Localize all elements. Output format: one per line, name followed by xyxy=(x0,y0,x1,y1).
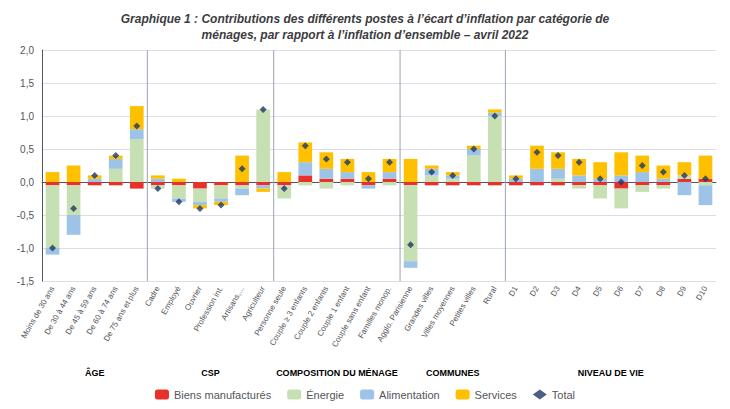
svg-text:Employé: Employé xyxy=(159,284,183,316)
svg-text:Villes moyennes: Villes moyennes xyxy=(420,285,457,340)
svg-text:D5: D5 xyxy=(591,284,604,298)
svg-text:Agriculteur: Agriculteur xyxy=(240,284,268,323)
svg-text:Alimentation: Alimentation xyxy=(379,389,440,401)
svg-text:Artisans,...: Artisans,... xyxy=(219,284,246,322)
svg-text:Petites villes: Petites villes xyxy=(448,285,478,328)
svg-text:Moins de 30 ans: Moins de 30 ans xyxy=(19,284,57,340)
svg-text:Personne seule: Personne seule xyxy=(252,284,289,338)
svg-text:Profession int.: Profession int. xyxy=(192,285,225,333)
svg-text:ménages, par rapport à l’infla: ménages, par rapport à l’inflation d’ens… xyxy=(202,28,529,42)
svg-text:Total: Total xyxy=(552,389,575,401)
svg-text:D10: D10 xyxy=(694,284,709,302)
svg-text:D1: D1 xyxy=(507,284,520,298)
svg-text:1,5: 1,5 xyxy=(20,78,34,89)
svg-text:De 75 ans et plus: De 75 ans et plus xyxy=(102,285,141,343)
svg-text:Services: Services xyxy=(475,389,518,401)
svg-text:CSP: CSP xyxy=(201,368,220,378)
svg-text:D3: D3 xyxy=(549,284,562,298)
svg-text:D6: D6 xyxy=(612,284,625,298)
svg-text:2,0: 2,0 xyxy=(20,45,34,56)
svg-text:NIVEAU DE VIE: NIVEAU DE VIE xyxy=(578,368,644,378)
svg-text:De 45 à 59 ans: De 45 à 59 ans xyxy=(63,284,99,337)
svg-text:0,0: 0,0 xyxy=(20,177,34,188)
svg-text:Ouvrier: Ouvrier xyxy=(183,284,204,311)
svg-text:D9: D9 xyxy=(675,284,688,298)
svg-text:-1,0: -1,0 xyxy=(17,243,35,254)
svg-text:De 30 à 44 ans: De 30 à 44 ans xyxy=(42,284,78,337)
svg-text:Grandes villes: Grandes villes xyxy=(402,284,436,334)
svg-text:D2: D2 xyxy=(528,284,541,298)
svg-text:Agglo. Parisienne: Agglo. Parisienne xyxy=(375,284,414,343)
svg-text:COMMUNES: COMMUNES xyxy=(426,368,480,378)
svg-text:-0,5: -0,5 xyxy=(17,210,35,221)
svg-text:Graphique 1 : Contributions de: Graphique 1 : Contributions des différen… xyxy=(121,12,610,26)
svg-text:Cadre: Cadre xyxy=(143,284,162,308)
svg-text:Énergie: Énergie xyxy=(306,389,344,401)
svg-text:D7: D7 xyxy=(633,284,646,298)
svg-text:De 60 à 74 ans: De 60 à 74 ans xyxy=(84,284,120,337)
svg-text:D8: D8 xyxy=(654,284,667,298)
svg-text:0,5: 0,5 xyxy=(20,144,34,155)
svg-text:Rural: Rural xyxy=(481,285,498,306)
svg-text:-1,5: -1,5 xyxy=(17,276,35,287)
svg-text:Biens manufacturés: Biens manufacturés xyxy=(174,389,272,401)
svg-text:D4: D4 xyxy=(570,284,583,298)
svg-text:Couple ≥ 3 enfants: Couple ≥ 3 enfants xyxy=(268,285,309,348)
svg-text:Couple 1 enfant: Couple 1 enfant xyxy=(315,284,352,339)
svg-text:Familles monop.: Familles monop. xyxy=(356,284,394,340)
svg-text:1,0: 1,0 xyxy=(20,111,34,122)
svg-text:ÂGE: ÂGE xyxy=(85,367,105,378)
svg-text:Couple 2 enfants: Couple 2 enfants xyxy=(292,284,331,342)
svg-text:Couple sans enfant: Couple sans enfant xyxy=(330,284,373,349)
svg-text:COMPOSITION DU MÉNAGE: COMPOSITION DU MÉNAGE xyxy=(276,368,398,378)
